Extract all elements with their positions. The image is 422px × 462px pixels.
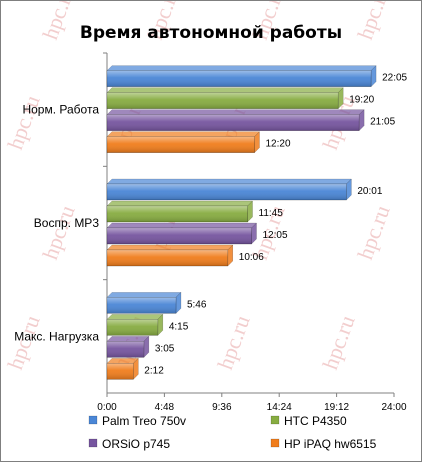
legend-label: ORSiO p745: [102, 437, 170, 451]
watermark-text: hpc.ru: [352, 202, 395, 263]
data-label: 22:05: [382, 73, 407, 84]
bar-top-face: [106, 358, 139, 364]
bar: 21:05: [106, 109, 396, 132]
category-label: Макс. Нагрузка: [14, 329, 99, 343]
bar: 4:15: [106, 313, 189, 336]
bar-top-face: [106, 87, 344, 93]
bar: 10:06: [106, 244, 264, 267]
bar: 20:01: [106, 178, 383, 201]
bar-shading: [107, 206, 248, 222]
legend-label: Palm Treo 750v: [102, 414, 186, 428]
bar-top-face: [106, 336, 150, 342]
data-label: 12:05: [262, 230, 287, 241]
bar-top-face: [106, 314, 164, 320]
data-label: 11:45: [259, 208, 284, 219]
watermark-text: hpc.ru: [37, 202, 80, 263]
category-label: Воспр. MP3: [34, 216, 100, 230]
bar: 19:20: [106, 87, 375, 110]
bar: 3:05: [106, 335, 175, 358]
watermark-text: hpc.ru: [37, 1, 80, 43]
bar-shading: [107, 92, 339, 109]
x-tick-label: 0:00: [97, 402, 117, 413]
bar-top-face: [106, 222, 258, 229]
data-label: 5:46: [187, 299, 207, 310]
data-label: 21:05: [370, 117, 395, 128]
bar-shading: [107, 70, 372, 87]
data-label: 3:05: [155, 343, 175, 354]
bar: 12:20: [106, 131, 291, 154]
bar-top-face: [106, 65, 377, 71]
x-tick-label: 24:00: [381, 402, 406, 413]
bar-shading: [107, 363, 134, 380]
bar: 5:46: [106, 291, 207, 314]
bar: 12:05: [106, 222, 288, 245]
data-label: 12:20: [265, 139, 290, 150]
bar-shading: [107, 184, 347, 200]
bar-shading: [107, 114, 360, 131]
bar-top-face: [106, 131, 261, 137]
legend-swatch: [270, 438, 280, 448]
data-label: 4:15: [169, 321, 189, 332]
bar-shading: [107, 341, 144, 358]
legend-item: ORSiO p745: [88, 437, 170, 451]
legend-item: Palm Treo 750v: [88, 414, 186, 428]
x-tick-label: 19:12: [324, 402, 349, 413]
bar-top-face: [106, 292, 182, 298]
watermark-text: hpc.ru: [212, 312, 255, 373]
bar-shading: [107, 297, 176, 314]
legend: Palm Treo 750v HTC P4350 ORSiO p745 HP iPAQ…: [88, 414, 377, 451]
bar-shading: [107, 250, 228, 266]
watermark-text: hpc.ru: [317, 312, 360, 373]
x-tick-label: 4:48: [155, 402, 175, 413]
bar-shading: [107, 136, 255, 153]
category-label: Норм. Работа: [22, 103, 99, 117]
bar-shading: [107, 228, 252, 244]
data-label: 10:06: [239, 252, 264, 263]
bar-top-face: [106, 109, 365, 115]
x-tick-label: 14:24: [267, 402, 292, 413]
bar-shading: [107, 319, 158, 336]
legend-label: HP iPAQ hw6515: [284, 437, 377, 451]
x-tick-label: 9:36: [212, 402, 232, 413]
chart-title: Время автономной работы: [80, 23, 342, 43]
legend-label: HTC P4350: [284, 414, 347, 428]
legend-swatch: [88, 438, 98, 448]
legend-item: HTC P4350: [270, 414, 347, 428]
data-label: 2:12: [144, 365, 164, 376]
bar-top-face: [106, 200, 254, 207]
data-label: 20:01: [357, 186, 382, 197]
data-label: 19:20: [349, 95, 374, 106]
watermark-text: hpc.ru: [352, 1, 395, 43]
bar: 2:12: [106, 357, 164, 380]
bar-top-face: [106, 178, 352, 185]
bar: 22:05: [106, 65, 408, 88]
legend-swatch: [270, 415, 280, 425]
watermark-text: hpc.ru: [2, 92, 45, 153]
bar: 11:45: [106, 200, 284, 223]
legend-swatch: [88, 415, 98, 425]
bar-top-face: [106, 244, 234, 251]
legend-item: HP iPAQ hw6515: [270, 437, 377, 451]
